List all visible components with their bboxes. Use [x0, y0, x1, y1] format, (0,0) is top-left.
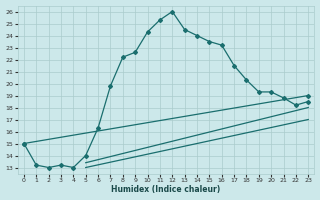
- X-axis label: Humidex (Indice chaleur): Humidex (Indice chaleur): [111, 185, 221, 194]
